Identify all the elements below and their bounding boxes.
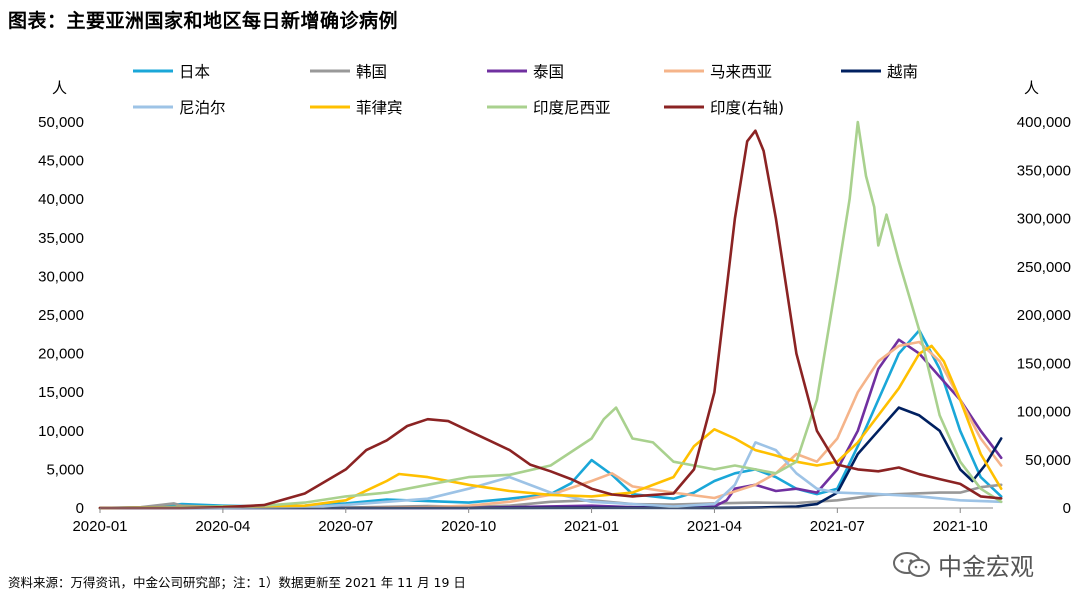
right-axis-unit: 人	[1024, 79, 1039, 97]
series-line-1	[98, 483, 1003, 510]
legend-label: 印度尼西亚	[533, 99, 611, 117]
series-line-3	[98, 340, 1003, 510]
x-tick-label: 2021-07	[810, 518, 865, 535]
y-left-tick-label: 35,000	[38, 230, 84, 247]
y-right-tick-label: 350,000	[1017, 162, 1071, 179]
legend-label: 日本	[179, 63, 210, 81]
series-lines	[98, 120, 1003, 510]
series-line-5	[98, 441, 1003, 510]
y-left-tick-label: 25,000	[38, 307, 84, 324]
y-left-tick-label: 5,000	[46, 461, 84, 478]
x-tick-label: 2021-04	[687, 518, 742, 535]
source-note: 资料来源：万得资讯，中金公司研究部；注：1）数据更新至 2021 年 11 月 …	[8, 575, 466, 590]
y-left-tick-label: 15,000	[38, 384, 84, 401]
series-line-6	[98, 344, 1003, 510]
y-right-tick-label: 200,000	[1017, 307, 1071, 324]
wechat-icon	[893, 551, 930, 577]
legend-label: 马来西亚	[710, 63, 772, 81]
y-left-tick-label: 45,000	[38, 153, 84, 170]
legend-label: 尼泊尔	[179, 99, 226, 117]
x-axis: 2020-01 2020-04 2020-07 2020-10 2021-01 2021-…	[72, 508, 988, 535]
y-left-tick-label: 30,000	[38, 268, 84, 285]
legend-label: 韩国	[356, 63, 387, 81]
y-left-tick-label: 10,000	[38, 423, 84, 440]
y-left-tick-label: 40,000	[38, 191, 84, 208]
chart-title: 图表：主要亚洲国家和地区每日新增确诊病例	[8, 10, 399, 32]
series-line-7	[98, 120, 1003, 510]
y-right-tick-label: 50,000	[1025, 452, 1071, 469]
x-tick-label: 2020-04	[195, 518, 250, 535]
x-tick-label: 2020-10	[441, 518, 496, 535]
x-tick-label: 2021-10	[933, 518, 988, 535]
series-line-0	[98, 329, 1003, 510]
y-right-tick-label: 300,000	[1017, 211, 1071, 228]
watermark: 中金宏观	[892, 547, 1034, 582]
y-left-tick-label: 0	[76, 500, 84, 517]
watermark-text: 中金宏观	[938, 553, 1034, 581]
x-tick-label: 2021-01	[564, 518, 619, 535]
y-right-tick-label: 250,000	[1017, 259, 1071, 276]
y-right-tick-label: 400,000	[1017, 114, 1071, 131]
y-right-tick-label: 0	[1063, 500, 1071, 517]
legend-label: 印度(右轴)	[710, 99, 784, 117]
legend-label: 越南	[887, 63, 918, 81]
x-tick-label: 2020-07	[318, 518, 373, 535]
x-tick-label: 2020-01	[72, 518, 127, 535]
y-right-tick-label: 100,000	[1017, 404, 1071, 421]
left-axis-unit: 人	[52, 79, 67, 97]
y-left-tick-label: 20,000	[38, 346, 84, 363]
legend-label: 菲律宾	[356, 99, 403, 117]
series-line-8	[98, 129, 1003, 510]
legend-label: 泰国	[533, 63, 564, 81]
series-line-2	[98, 338, 1003, 510]
right-y-axis: 0 50,000 100,000 150,000 200,000 250,000 300,0…	[1017, 114, 1071, 517]
left-y-axis: 0 5,000 10,000 15,000 20,000 25,000 30,000 35,0…	[38, 114, 84, 517]
y-left-tick-label: 50,000	[38, 114, 84, 131]
y-right-tick-label: 150,000	[1017, 355, 1071, 372]
